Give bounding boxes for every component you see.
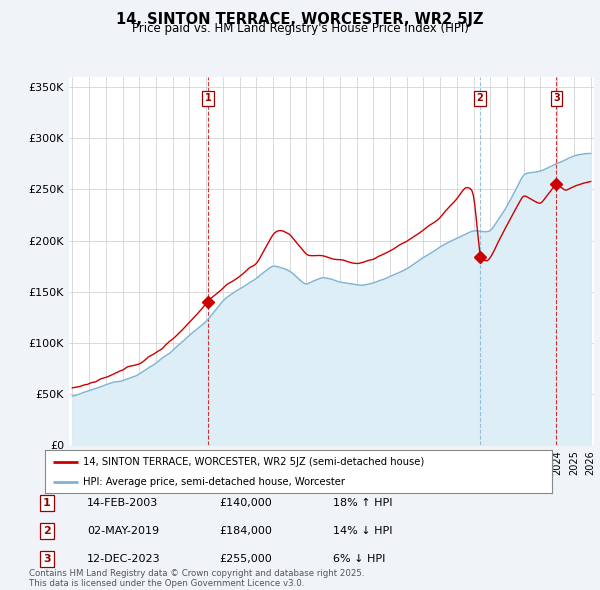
Text: 3: 3	[553, 93, 560, 103]
Text: HPI: Average price, semi-detached house, Worcester: HPI: Average price, semi-detached house,…	[83, 477, 345, 487]
Text: 2: 2	[476, 93, 483, 103]
Text: 1: 1	[205, 93, 211, 103]
Text: Contains HM Land Registry data © Crown copyright and database right 2025.
This d: Contains HM Land Registry data © Crown c…	[29, 569, 364, 588]
Text: £184,000: £184,000	[219, 526, 272, 536]
Text: 14, SINTON TERRACE, WORCESTER, WR2 5JZ: 14, SINTON TERRACE, WORCESTER, WR2 5JZ	[116, 12, 484, 27]
Text: 2: 2	[43, 526, 50, 536]
Text: 6% ↓ HPI: 6% ↓ HPI	[333, 555, 385, 564]
Text: 14, SINTON TERRACE, WORCESTER, WR2 5JZ (semi-detached house): 14, SINTON TERRACE, WORCESTER, WR2 5JZ (…	[83, 457, 424, 467]
Text: £255,000: £255,000	[219, 555, 272, 564]
Text: 02-MAY-2019: 02-MAY-2019	[87, 526, 159, 536]
Text: 1: 1	[43, 498, 50, 507]
Text: 18% ↑ HPI: 18% ↑ HPI	[333, 498, 392, 507]
Text: £140,000: £140,000	[219, 498, 272, 507]
Text: 14% ↓ HPI: 14% ↓ HPI	[333, 526, 392, 536]
Text: 3: 3	[43, 555, 50, 564]
Text: Price paid vs. HM Land Registry's House Price Index (HPI): Price paid vs. HM Land Registry's House …	[131, 22, 469, 35]
Text: 12-DEC-2023: 12-DEC-2023	[87, 555, 161, 564]
Text: 14-FEB-2003: 14-FEB-2003	[87, 498, 158, 507]
